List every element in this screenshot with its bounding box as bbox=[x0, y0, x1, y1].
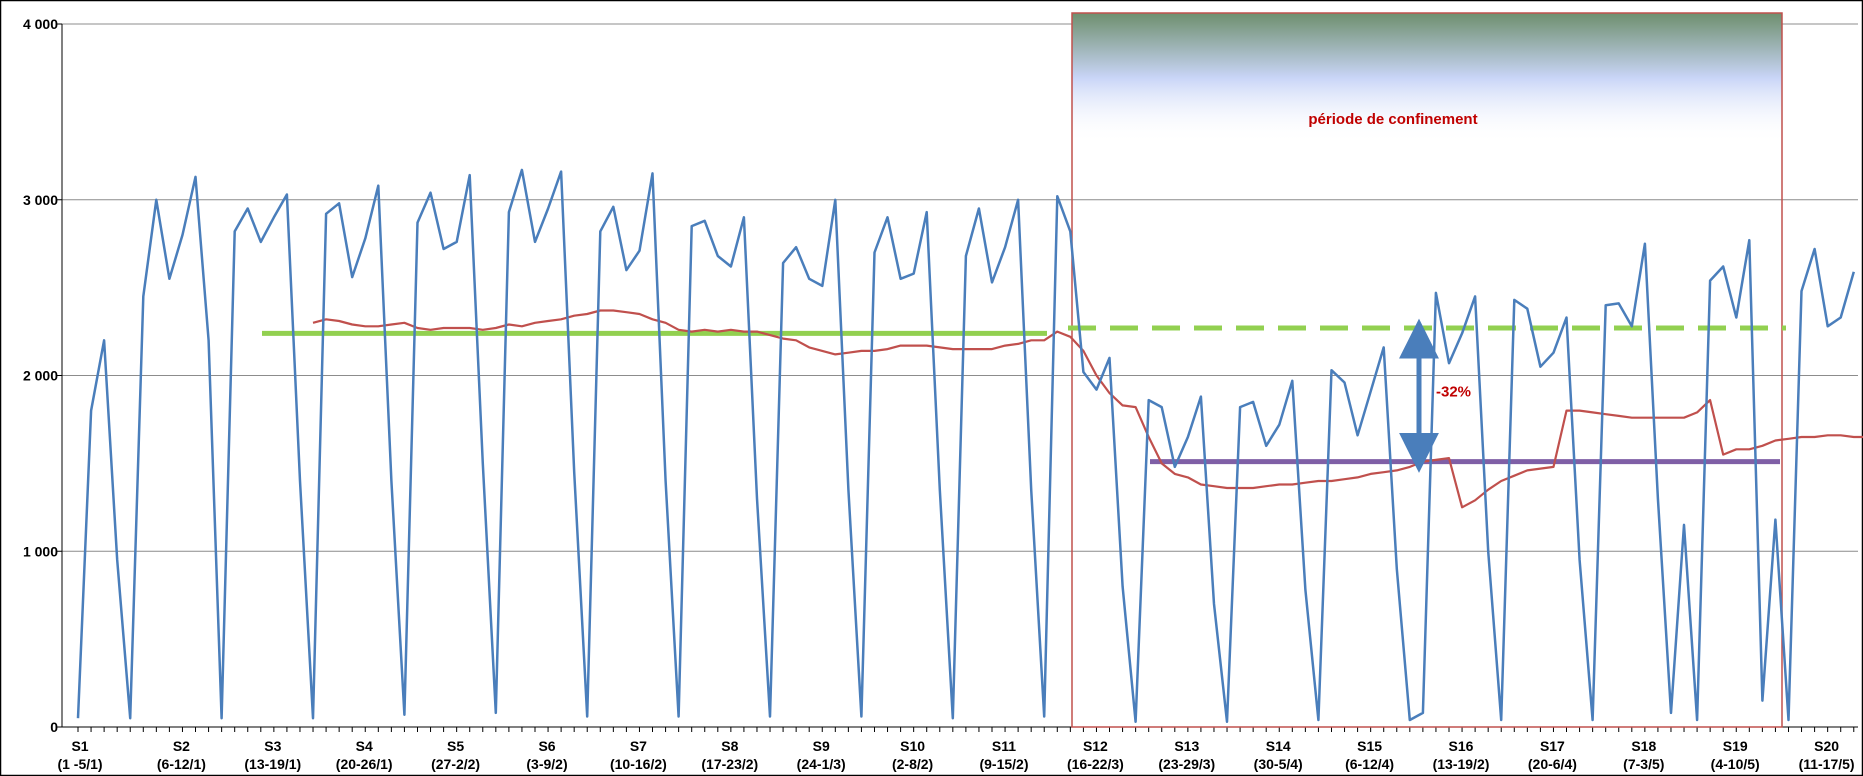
x-tick-label-dates: (13-19/1) bbox=[244, 756, 301, 772]
x-tick-label-week: S11 bbox=[992, 738, 1016, 754]
x-tick-label-week: S7 bbox=[630, 738, 647, 754]
x-tick-label-week: S8 bbox=[721, 738, 738, 754]
x-axis: S1 (1 -5/1) S2 (6-12/1) S3 (13-19/1) S4 (20-26/… bbox=[57, 726, 1858, 772]
x-tick-label-week: S17 bbox=[1540, 738, 1565, 754]
x-tick-label-dates: (3-9/2) bbox=[526, 756, 567, 772]
x-tick-label-week: S6 bbox=[538, 738, 555, 754]
x-tick-label-dates: (27-2/2) bbox=[431, 756, 480, 772]
x-tick-label-week: S4 bbox=[356, 738, 373, 754]
confinement-period: période de confinement bbox=[1071, 12, 1783, 728]
y-tick-label: 1 000 bbox=[23, 543, 58, 559]
x-tick-label-week: S14 bbox=[1266, 738, 1291, 754]
x-tick-label-week: S12 bbox=[1083, 738, 1108, 754]
x-tick-label-dates: (6-12/1) bbox=[157, 756, 206, 772]
x-tick-label-week: S2 bbox=[173, 738, 190, 754]
x-tick-label-dates: (30-5/4) bbox=[1254, 756, 1303, 772]
x-tick-label-week: S18 bbox=[1631, 738, 1656, 754]
y-axis: 0 1 000 2 000 3 000 4 000 bbox=[23, 16, 63, 735]
confinement-gradient bbox=[1072, 13, 1782, 143]
x-tick-label-week: S9 bbox=[813, 738, 830, 754]
x-tick-label-dates: (10-16/2) bbox=[610, 756, 667, 772]
x-tick-label-week: S10 bbox=[900, 738, 925, 754]
x-tick-label-dates: (6-12/4) bbox=[1345, 756, 1394, 772]
change-arrow: -32% bbox=[1399, 318, 1471, 473]
x-tick-label-week: S20 bbox=[1814, 738, 1839, 754]
x-tick-label-week: S3 bbox=[264, 738, 281, 754]
change-percent-label: -32% bbox=[1436, 384, 1471, 401]
x-tick-label-dates: (20-26/1) bbox=[336, 756, 393, 772]
y-tick-label: 2 000 bbox=[23, 368, 58, 384]
x-tick-label-week: S1 bbox=[71, 738, 88, 754]
x-tick-label-week: S19 bbox=[1723, 738, 1748, 754]
x-tick-label-dates: (11-17/5) bbox=[1799, 756, 1855, 772]
x-tick-label-dates: (2-8/2) bbox=[892, 756, 933, 772]
y-tick-label: 0 bbox=[50, 719, 58, 735]
x-tick-label-week: S16 bbox=[1449, 738, 1474, 754]
y-tick-label: 3 000 bbox=[23, 192, 58, 208]
x-tick-label-dates: (4-10/5) bbox=[1711, 756, 1760, 772]
x-tick-label-dates: (1 -5/1) bbox=[57, 756, 102, 772]
x-tick-label-week: S15 bbox=[1357, 738, 1382, 754]
x-tick-label-dates: (23-29/3) bbox=[1158, 756, 1215, 772]
x-tick-label-dates: (9-15/2) bbox=[979, 756, 1028, 772]
series-moving-average bbox=[312, 309, 1863, 509]
confinement-border bbox=[1071, 12, 1783, 728]
x-tick-label-dates: (17-23/2) bbox=[701, 756, 758, 772]
series-lines bbox=[76, 168, 1863, 723]
y-tick-label: 4 000 bbox=[23, 16, 58, 32]
x-tick-label-week: S5 bbox=[447, 738, 464, 754]
x-tick-label-dates: (20-6/4) bbox=[1528, 756, 1577, 772]
x-tick-label-dates: (24-1/3) bbox=[797, 756, 846, 772]
confinement-label: période de confinement bbox=[1308, 111, 1477, 128]
series-daily-values bbox=[76, 168, 1856, 723]
x-tick-label-dates: (16-22/3) bbox=[1067, 756, 1124, 772]
x-tick-label-dates: (13-19/2) bbox=[1433, 756, 1490, 772]
x-tick-label-dates: (7-3/5) bbox=[1623, 756, 1664, 772]
x-tick-label-week: S13 bbox=[1174, 738, 1199, 754]
